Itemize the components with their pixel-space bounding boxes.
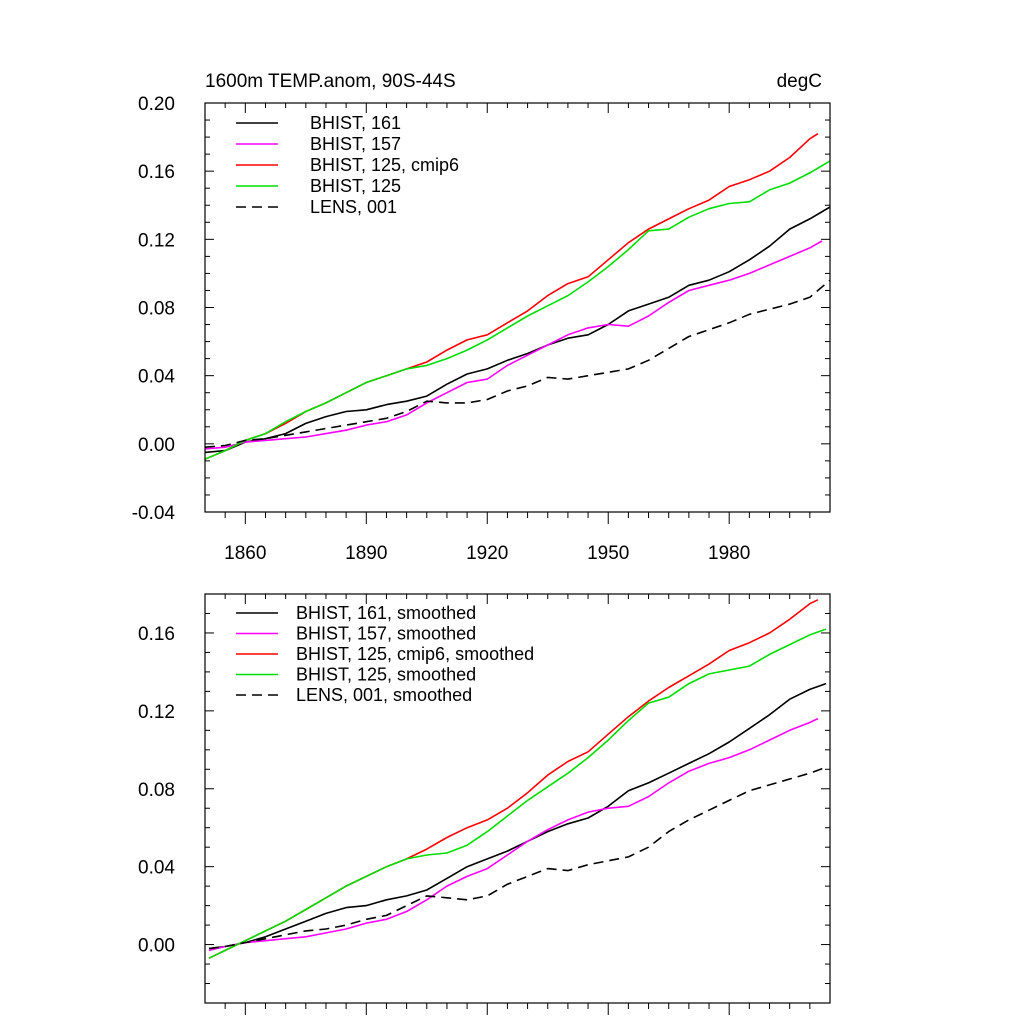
legend-entry: BHIST, 161 [310, 113, 401, 133]
legend-entry: BHIST, 125, cmip6, smoothed [296, 644, 534, 664]
y-tick-label: 0.12 [138, 230, 175, 251]
x-tick-label: 1890 [345, 543, 387, 564]
y-tick-label: 0.08 [138, 780, 175, 801]
legend-entry: LENS, 001 [310, 197, 397, 217]
plot-frame [204, 102, 831, 513]
y-tick-label: 0.16 [138, 162, 175, 183]
series-line-3 [204, 133, 819, 460]
legend-entry: BHIST, 125 [310, 176, 401, 196]
legend-entry: BHIST, 157 [310, 134, 401, 154]
y-tick-label: 0.00 [138, 435, 175, 456]
legend-entry: BHIST, 125, cmip6 [310, 155, 459, 175]
series-line-2 [204, 240, 823, 450]
x-tick-label: 1950 [587, 543, 629, 564]
legend-entry: BHIST, 125, smoothed [296, 665, 476, 685]
x-tick-label: 1860 [224, 543, 266, 564]
plot-frame [204, 593, 831, 1004]
legend-entry: BHIST, 157, smoothed [296, 624, 476, 644]
series-line-4 [208, 628, 827, 959]
top-panel: -0.04 0.00 0.04 0.08 0.12 0.16 0.20 1860 1890 192… [132, 71, 831, 564]
series-line-5 [208, 766, 827, 950]
series-line-2 [208, 717, 819, 952]
bottom-panel: 0.00 0.04 0.08 0.12 0.16 BHIST, 161, smoothed… [138, 593, 831, 1015]
series-line-5 [204, 279, 831, 448]
legend-entry: BHIST, 161, smoothed [296, 603, 476, 623]
units-label: degC [777, 71, 822, 92]
y-tick-label: 0.20 [138, 94, 175, 115]
series-line-4 [204, 160, 831, 460]
chart-title: 1600m TEMP.anom, 90S-44S [205, 71, 456, 92]
series-line-1 [204, 206, 831, 454]
x-tick-label: 1920 [466, 543, 508, 564]
x-tick-label: 1980 [708, 543, 750, 564]
y-tick-label: 0.04 [138, 858, 175, 879]
y-tick-label: 0.12 [138, 702, 175, 723]
legend-entry: LENS, 001, smoothed [296, 685, 472, 705]
y-tick-label: 0.00 [138, 936, 175, 957]
y-tick-label: 0.08 [138, 299, 175, 320]
series-line-1 [208, 682, 827, 950]
y-tick-label: -0.04 [132, 503, 176, 524]
y-tick-label: 0.16 [138, 624, 175, 645]
y-tick-label: 0.04 [138, 367, 175, 388]
